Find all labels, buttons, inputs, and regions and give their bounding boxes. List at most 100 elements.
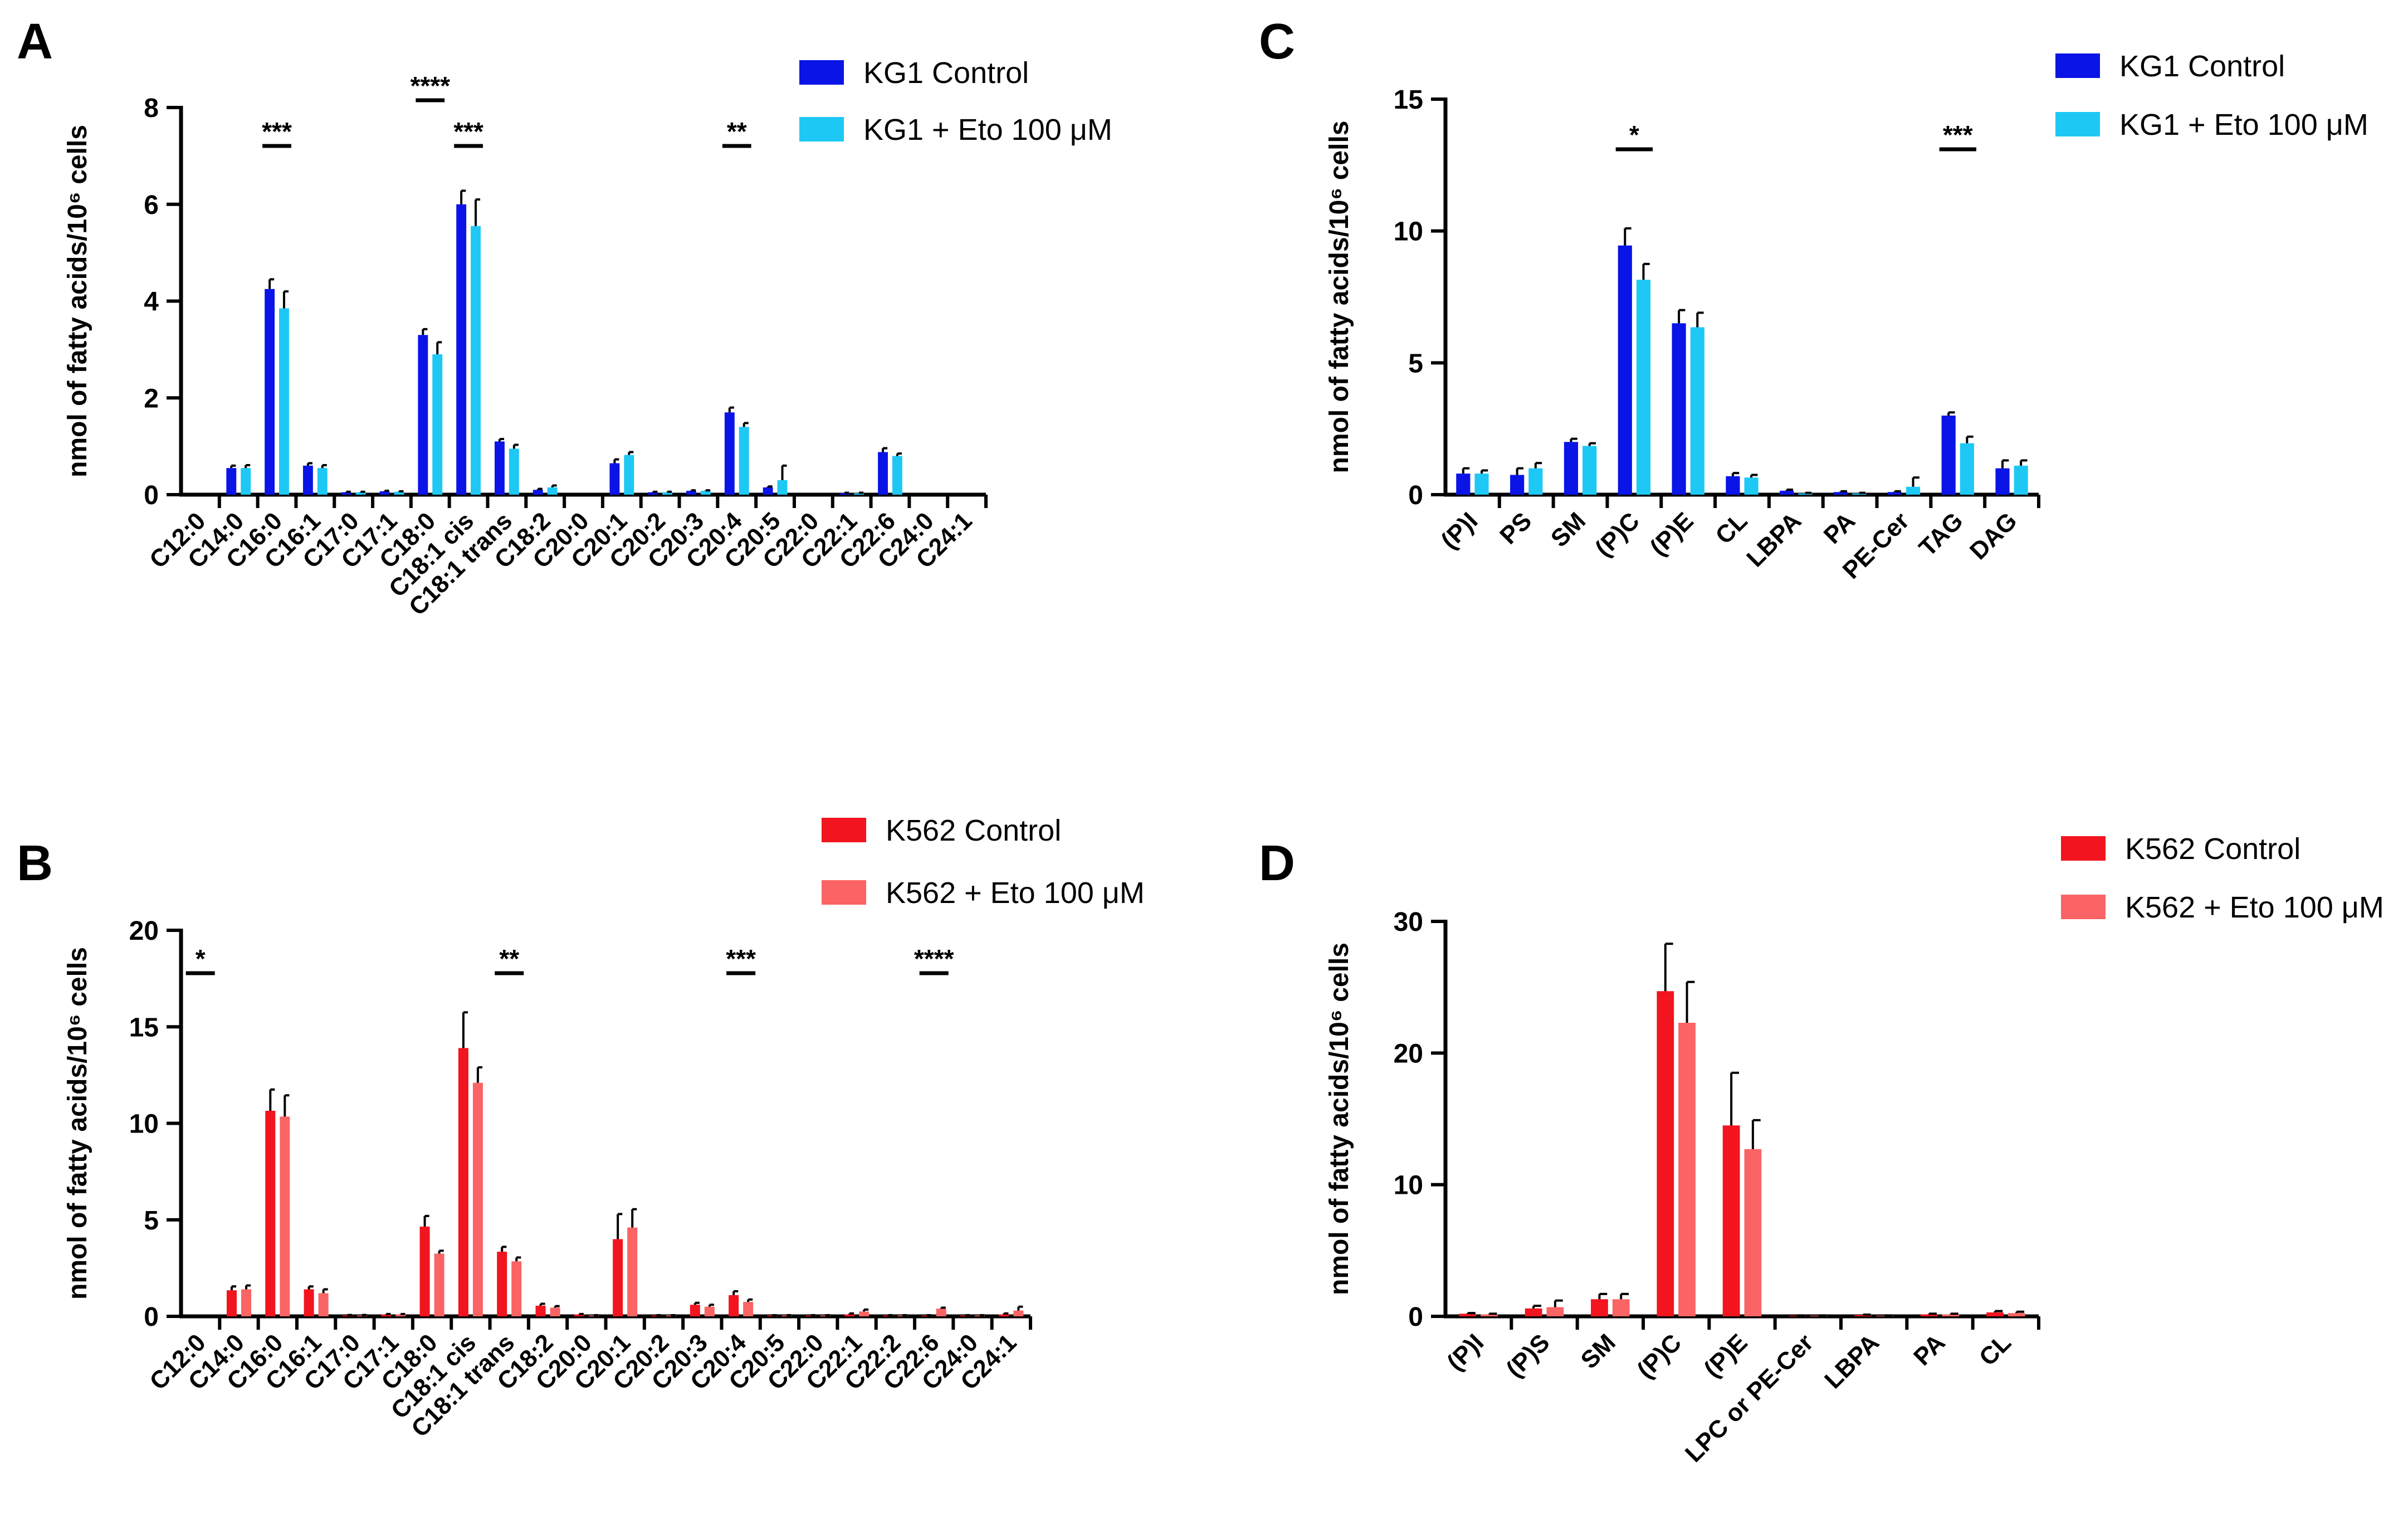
bar-eto [1474,474,1489,495]
legend-label: KG1 + Eto 100 μM [2119,108,2368,141]
significance-label: ** [499,944,519,973]
legend-label: KG1 + Eto 100 μM [863,113,1112,147]
bar-control [1920,1314,1938,1316]
y-tick-label: 0 [144,1302,159,1332]
bar-control [1995,468,2010,495]
y-tick-label: 10 [1394,1171,1423,1200]
legend-swatch [2055,112,2100,136]
significance-label: **** [914,944,954,973]
bar-eto [511,1261,522,1316]
bar-eto [1798,493,1813,495]
bar-control [1456,474,1471,495]
legend-label: K562 + Eto 100 μM [886,876,1145,910]
bar-eto [1744,477,1759,495]
bar-eto [936,1309,946,1316]
y-tick-label: 30 [1394,907,1423,937]
significance-label: **** [410,71,450,100]
bar-eto [355,492,366,495]
bar-control [648,492,658,495]
legend-label: K562 Control [2125,832,2300,866]
bar-eto [624,455,634,495]
bar-eto [662,492,673,495]
y-tick-label: 5 [1408,349,1423,378]
bar-eto [509,448,519,495]
y-tick-label: 5 [144,1206,159,1236]
bar-eto [892,456,902,495]
y-tick-label: 15 [129,1013,159,1042]
y-tick-label: 15 [1394,85,1423,115]
bar-eto [1744,1149,1762,1316]
bar-eto [1013,1310,1024,1316]
x-tick-label: LBPA [1741,507,1806,572]
x-tick-label: (P)E [1699,1329,1753,1383]
legend-swatch [2055,53,2100,78]
y-tick-label: 10 [129,1110,159,1139]
panel-letter: C [1259,14,1295,70]
bar-eto [627,1227,638,1316]
bar-control [609,463,620,495]
bar-control [844,1314,855,1316]
bar-eto [1481,1314,1498,1316]
bar-control [1525,1308,1542,1316]
significance-label: *** [1943,120,1973,149]
legend-swatch [822,818,866,842]
bar-control [226,1290,237,1316]
bar-eto [241,468,251,495]
bar-control [878,452,888,495]
bar-eto [241,1289,251,1316]
bar-control [1941,416,1956,495]
y-axis-label: nmol of fatty acids/10⁶ cells [63,947,92,1300]
y-tick-label: 8 [144,94,159,123]
bar-eto [777,480,788,495]
panel-letter: D [1259,836,1295,891]
bar-control [497,1251,507,1316]
bar-control [686,491,696,495]
bar-eto [1960,443,1974,495]
bar-eto [434,1253,445,1316]
bar-eto [2008,1313,2025,1316]
bar-eto [1906,486,1921,495]
y-tick-label: 0 [1408,1302,1423,1332]
x-tick-label: (P)C [1632,1329,1687,1384]
bar-eto [700,491,711,495]
x-tick-label: CL [1974,1329,2016,1371]
bar-eto [1528,468,1543,495]
x-tick-label: SM [1546,507,1591,552]
legend-label: KG1 Control [2119,50,2285,83]
bar-control [724,412,735,495]
bar-eto [547,487,558,495]
bar-control [533,490,543,495]
y-tick-label: 10 [1394,217,1423,247]
bar-eto [395,1314,406,1316]
bar-control [1618,245,1632,495]
y-tick-label: 2 [144,384,159,413]
y-tick-label: 0 [1408,481,1423,510]
bar-eto [1852,493,1867,495]
significance-label: *** [262,117,292,146]
bar-control [302,465,313,495]
bar-control [1657,991,1674,1316]
bar-control [729,1295,739,1316]
bar-eto [1942,1314,1960,1316]
bar-eto [394,491,404,495]
bar-control [304,1289,314,1316]
bar-control [381,1314,392,1316]
significance-label: *** [726,944,756,973]
bar-control [690,1305,700,1316]
bar-control [1780,490,1794,495]
y-tick-label: 20 [129,916,159,946]
bar-control [1564,442,1579,495]
bar-eto [1582,446,1597,495]
legend-label: K562 + Eto 100 μM [2125,891,2384,924]
x-tick-label: (P)C [1590,507,1645,562]
bar-eto [471,226,481,495]
bar-control [1986,1312,2004,1316]
bar-control [1459,1314,1477,1316]
x-tick-label: PA [1819,507,1861,549]
bar-control [458,1048,468,1316]
bar-eto [854,493,864,495]
bar-control [763,487,773,495]
legend-swatch [2061,836,2106,861]
